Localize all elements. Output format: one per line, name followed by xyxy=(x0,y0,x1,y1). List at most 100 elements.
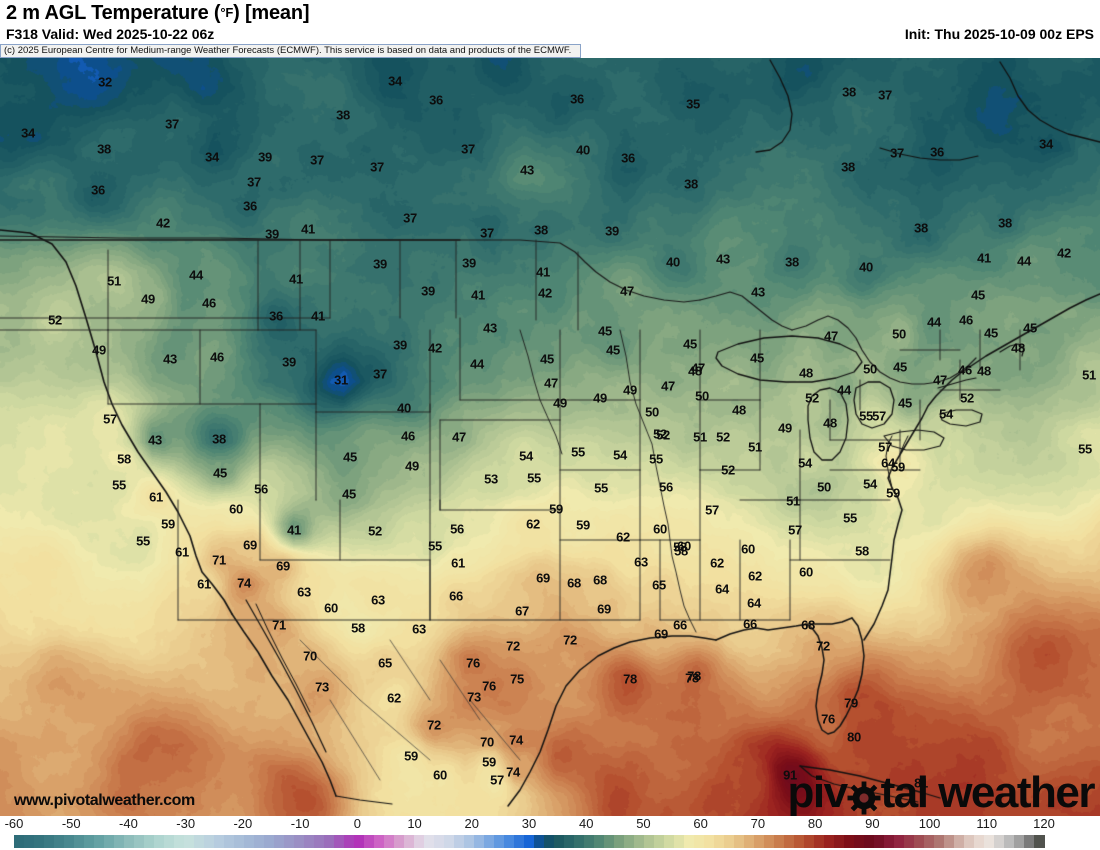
colorbar-segment xyxy=(914,835,925,848)
temperature-value-label: 37 xyxy=(403,210,417,226)
colorbar-segment xyxy=(294,835,305,848)
colorbar-segment xyxy=(114,835,125,848)
colorbar-tick: -30 xyxy=(176,816,196,831)
colorbar-segment xyxy=(584,835,595,848)
temperature-value-label: 36 xyxy=(930,144,944,160)
colorbar-segment xyxy=(374,835,385,848)
colorbar-segment xyxy=(24,835,35,848)
temperature-value-label: 49 xyxy=(778,420,792,436)
temperature-value-label: 52 xyxy=(48,312,62,328)
temperature-value-label: 36 xyxy=(429,92,443,108)
temperature-colorbar[interactable]: -60 -50 -40 -30 -20 -10 0 10 20 30 40 50 60 70 80 90 100… xyxy=(0,816,1100,850)
temperature-value-label: 34 xyxy=(205,149,219,165)
colorbar-segment xyxy=(694,835,705,848)
colorbar-segment xyxy=(414,835,425,848)
colorbar-tick-labels: -60 -50 -40 -30 -20 -10 0 10 20 30 40 50 60 70 80 90 100… xyxy=(0,816,1100,834)
temperature-value-label: 37 xyxy=(461,141,475,157)
temperature-value-label: 50 xyxy=(863,361,877,377)
temperature-value-label: 51 xyxy=(748,439,762,455)
colorbar-segment xyxy=(854,835,865,848)
temperature-value-label: 66 xyxy=(673,617,687,633)
temperature-value-label: 45 xyxy=(343,449,357,465)
temperature-value-label: 39 xyxy=(373,256,387,272)
colorbar-tick: 120 xyxy=(1033,816,1055,831)
temperature-value-label: 38 xyxy=(841,159,855,175)
temperature-value-label: 63 xyxy=(412,621,426,637)
temperature-value-label: 64 xyxy=(747,595,761,611)
colorbar-segment xyxy=(764,835,775,848)
temperature-value-label: 54 xyxy=(863,476,877,492)
colorbar-segment xyxy=(504,835,515,848)
colorbar-segment xyxy=(674,835,685,848)
temperature-value-label: 54 xyxy=(939,406,953,422)
temperature-value-label: 66 xyxy=(449,588,463,604)
temperature-value-label: 49 xyxy=(405,458,419,474)
colorbar-segment xyxy=(524,835,535,848)
title-tail-text: ) [mean] xyxy=(233,2,310,24)
temperature-value-label: 67 xyxy=(515,603,529,619)
temperature-value-label: 38 xyxy=(998,215,1012,231)
colorbar-segment xyxy=(494,835,505,848)
temperature-value-label: 48 xyxy=(1011,340,1025,356)
brand-text-pre: piv xyxy=(787,768,849,816)
colorbar-segment xyxy=(14,835,25,848)
colorbar-segment xyxy=(964,835,975,848)
temperature-value-label: 60 xyxy=(677,538,691,554)
temperature-value-label: 55 xyxy=(527,470,541,486)
temperature-value-label: 72 xyxy=(506,638,520,654)
colorbar-segment xyxy=(124,835,135,848)
temperature-value-label: 48 xyxy=(977,363,991,379)
colorbar-segment xyxy=(1034,835,1045,848)
temperature-value-label: 79 xyxy=(844,695,858,711)
temperature-value-label: 45 xyxy=(1023,320,1037,336)
temperature-value-label: 34 xyxy=(1039,136,1053,152)
temperature-value-label: 38 xyxy=(684,176,698,192)
temperature-value-label: 39 xyxy=(421,283,435,299)
temperature-value-label: 69 xyxy=(276,558,290,574)
temperature-value-label: 58 xyxy=(855,543,869,559)
site-url-watermark: www.pivotalweather.com xyxy=(14,792,195,809)
temperature-value-label: 43 xyxy=(520,162,534,178)
temperature-value-label: 43 xyxy=(751,284,765,300)
temperature-value-label: 42 xyxy=(1057,245,1071,261)
colorbar-segment xyxy=(164,835,175,848)
temperature-value-label: 37 xyxy=(480,225,494,241)
temperature-value-label: 45 xyxy=(971,287,985,303)
colorbar-segment xyxy=(774,835,785,848)
temperature-value-label: 45 xyxy=(984,325,998,341)
colorbar-segment xyxy=(204,835,215,848)
temperature-value-label: 74 xyxy=(506,764,520,780)
temperature-value-label: 41 xyxy=(536,264,550,280)
temperature-value-label: 72 xyxy=(563,632,577,648)
colorbar-segment xyxy=(224,835,235,848)
temperature-value-label: 31 xyxy=(334,372,348,388)
temperature-value-label: 49 xyxy=(92,342,106,358)
temperature-map[interactable]: 32 34 38 37 34 36 37 39 42 36 39 41 37 37 37 38 34 36 37 37… xyxy=(0,58,1100,816)
temperature-value-label: 42 xyxy=(156,215,170,231)
temperature-value-label: 69 xyxy=(654,626,668,642)
temperature-value-label: 51 xyxy=(693,429,707,445)
temperature-value-label: 55 xyxy=(843,510,857,526)
temperature-value-label: 75 xyxy=(510,671,524,687)
colorbar-segment xyxy=(34,835,45,848)
colorbar-segment xyxy=(894,835,905,848)
colorbar-segment xyxy=(864,835,875,848)
temperature-value-label: 41 xyxy=(471,287,485,303)
temperature-value-label: 47 xyxy=(933,372,947,388)
temperature-value-label: 61 xyxy=(149,489,163,505)
temperature-value-label: 55 xyxy=(571,444,585,460)
colorbar-segment xyxy=(194,835,205,848)
temperature-value-label: 39 xyxy=(258,149,272,165)
temperature-value-label: 56 xyxy=(254,481,268,497)
colorbar-segment xyxy=(604,835,615,848)
temperature-value-label: 72 xyxy=(816,638,830,654)
temperature-value-label: 57 xyxy=(878,439,892,455)
temperature-value-label: 69 xyxy=(536,570,550,586)
temperature-value-label: 35 xyxy=(686,96,700,112)
temperature-value-label: 62 xyxy=(387,690,401,706)
temperature-value-label: 55 xyxy=(594,480,608,496)
temperature-value-label: 37 xyxy=(878,87,892,103)
temperature-value-label: 52 xyxy=(656,427,670,443)
temperature-value-label: 39 xyxy=(265,226,279,242)
temperature-value-label: 46 xyxy=(958,362,972,378)
